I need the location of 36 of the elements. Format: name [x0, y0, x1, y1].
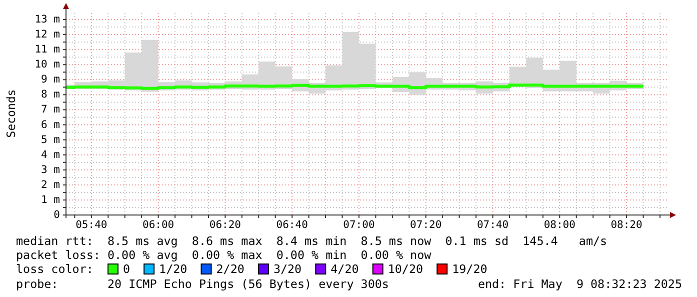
legend-label: 19/20: [452, 262, 488, 276]
y-tick-label: 10 m: [34, 58, 60, 71]
y-tick-label: 6 m: [41, 118, 60, 131]
y-tick-label: 9 m: [41, 74, 60, 86]
text: packet loss: 0.00 % avg 0.00 % max 0.00 % min 0.00 % now: [16, 248, 432, 262]
legend-title: loss color:: [16, 262, 94, 276]
y-tick-label: 5 m: [41, 134, 60, 146]
legend-label: 4/20: [330, 262, 359, 276]
text: probe: 20 ICMP Echo Pings (56 Bytes) every 300s: [16, 277, 389, 291]
legend-label: 2/20: [216, 262, 244, 276]
y-tick-label: 0: [54, 209, 60, 221]
y-tick-label: 7 m: [41, 104, 60, 116]
x-tick-label: 07:40: [476, 219, 509, 231]
x-tick-label: 06:20: [209, 219, 241, 231]
x-tick-label: 08:00: [544, 219, 576, 231]
x-tick-label: 08:20: [610, 219, 642, 231]
x-tick-label: 06:00: [142, 219, 174, 231]
x-tick-label: 07:00: [343, 219, 375, 231]
y-tick-label: 13 m: [34, 14, 60, 26]
legend-label: 3/20: [273, 262, 302, 276]
y-tick-label: 3 m: [41, 164, 60, 176]
legend-label: 0: [123, 262, 130, 276]
x-tick-label: 07:20: [410, 219, 442, 231]
y-axis-title: Seconds: [4, 89, 18, 138]
text: median rtt: 8.5 ms avg 8.6 ms max 8.4 ms min 8.5 ms now 0.1 ms sd 145.4 am/s: [16, 234, 608, 248]
y-tick-label: 2 m: [41, 178, 60, 191]
x-tick-label: 05:40: [76, 219, 108, 231]
y-tick-label: 4 m: [41, 148, 60, 161]
legend-label: 10/20: [388, 262, 424, 276]
legend-label: 1/20: [159, 262, 188, 276]
y-tick-label: 8 m: [41, 88, 60, 101]
y-tick-label: 11 m: [34, 44, 60, 56]
text: end: Fri May 9 08:32:23 2025: [478, 277, 682, 291]
y-tick-label: 12 m: [34, 28, 60, 41]
x-tick-label: 06:40: [276, 219, 308, 231]
y-tick-label: 1 m: [41, 194, 60, 206]
